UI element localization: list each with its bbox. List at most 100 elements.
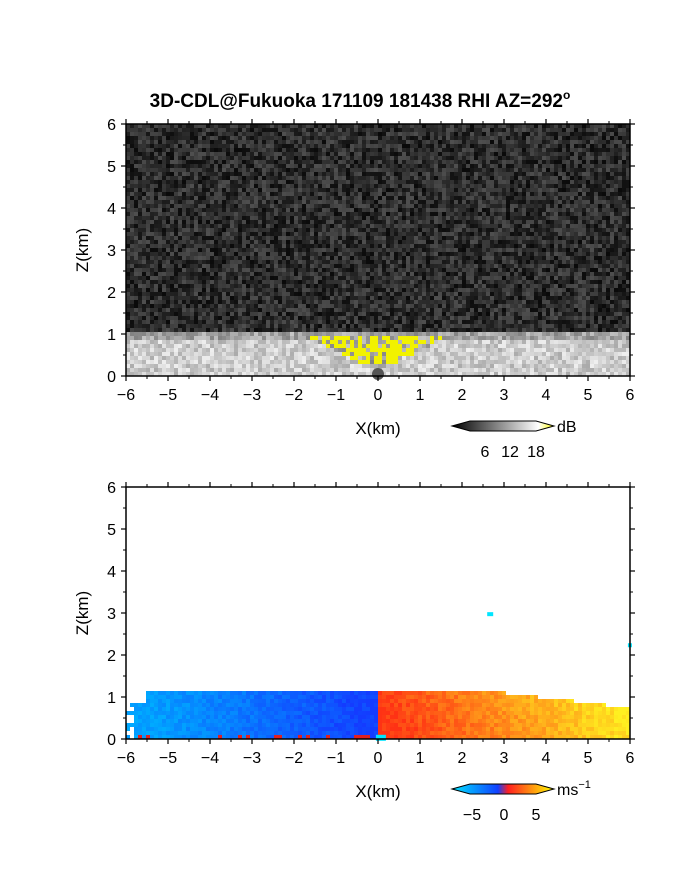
reflectivity-cell xyxy=(350,188,354,192)
reflectivity-cell xyxy=(334,268,338,272)
reflectivity-cell xyxy=(474,156,478,160)
reflectivity-cell xyxy=(498,232,502,236)
reflectivity-cell xyxy=(378,140,382,144)
reflectivity-cell xyxy=(278,152,282,156)
reflectivity-cell xyxy=(446,264,450,268)
reflectivity-cell xyxy=(426,212,430,216)
reflectivity-cell xyxy=(338,132,342,136)
reflectivity-cell xyxy=(394,212,398,216)
reflectivity-cell xyxy=(130,172,134,176)
reflectivity-cell xyxy=(238,160,242,164)
reflectivity-cell xyxy=(354,236,358,240)
reflectivity-cell xyxy=(294,252,298,256)
reflectivity-cell xyxy=(386,144,390,148)
reflectivity-cell xyxy=(338,280,342,284)
reflectivity-cell xyxy=(566,200,570,204)
reflectivity-cell xyxy=(442,280,446,284)
reflectivity-cell xyxy=(358,232,362,236)
reflectivity-cell xyxy=(518,200,522,204)
reflectivity-cell xyxy=(274,172,278,176)
reflectivity-cell xyxy=(602,252,606,256)
reflectivity-cell xyxy=(242,176,246,180)
reflectivity-cell xyxy=(210,184,214,188)
reflectivity-cell xyxy=(550,132,554,136)
reflectivity-cell xyxy=(366,168,370,172)
reflectivity-cell xyxy=(370,192,374,196)
reflectivity-cell xyxy=(614,192,618,196)
reflectivity-cell xyxy=(158,228,162,232)
reflectivity-cell xyxy=(146,272,150,276)
reflectivity-cell xyxy=(470,232,474,236)
reflectivity-cell xyxy=(466,256,470,260)
reflectivity-cell xyxy=(506,164,510,168)
reflectivity-cell xyxy=(202,196,206,200)
reflectivity-cell xyxy=(342,164,346,168)
reflectivity-cell xyxy=(622,272,626,276)
reflectivity-cell xyxy=(598,272,602,276)
reflectivity-cell xyxy=(298,224,302,228)
reflectivity-cell xyxy=(258,132,262,136)
reflectivity-cell xyxy=(378,148,382,152)
reflectivity-cell xyxy=(170,164,174,168)
reflectivity-cell xyxy=(334,184,338,188)
reflectivity-cell xyxy=(550,252,554,256)
reflectivity-cell xyxy=(590,196,594,200)
reflectivity-cell xyxy=(234,128,238,132)
reflectivity-cell xyxy=(162,280,166,284)
reflectivity-cell xyxy=(222,132,226,136)
reflectivity-cell xyxy=(130,204,134,208)
reflectivity-cell xyxy=(586,256,590,260)
reflectivity-cell xyxy=(222,172,226,176)
reflectivity-cell xyxy=(538,144,542,148)
reflectivity-cell xyxy=(442,144,446,148)
reflectivity-cell xyxy=(442,176,446,180)
reflectivity-cell xyxy=(222,224,226,228)
reflectivity-cell xyxy=(346,208,350,212)
reflectivity-cell xyxy=(142,184,146,188)
reflectivity-cell xyxy=(290,128,294,132)
reflectivity-cell xyxy=(602,164,606,168)
reflectivity-cell xyxy=(386,228,390,232)
reflectivity-cell xyxy=(302,256,306,260)
reflectivity-cell xyxy=(278,252,282,256)
reflectivity-cell xyxy=(146,252,150,256)
reflectivity-cell xyxy=(582,128,586,132)
reflectivity-cell xyxy=(242,196,246,200)
reflectivity-cell xyxy=(250,268,254,272)
reflectivity-cell xyxy=(426,248,430,252)
reflectivity-cell xyxy=(550,268,554,272)
reflectivity-cell xyxy=(362,240,366,244)
reflectivity-cell xyxy=(418,188,422,192)
reflectivity-cell xyxy=(522,168,526,172)
reflectivity-cell xyxy=(226,144,230,148)
reflectivity-cell xyxy=(326,208,330,212)
reflectivity-cell xyxy=(442,264,446,268)
reflectivity-cell xyxy=(306,224,310,228)
reflectivity-cell xyxy=(474,128,478,132)
reflectivity-cell xyxy=(414,208,418,212)
reflectivity-cell xyxy=(506,184,510,188)
reflectivity-cell xyxy=(346,148,350,152)
reflectivity-cell xyxy=(562,268,566,272)
reflectivity-cell xyxy=(182,256,186,260)
reflectivity-cell xyxy=(206,244,210,248)
reflectivity-cell xyxy=(142,232,146,236)
reflectivity-cell xyxy=(226,236,230,240)
reflectivity-cell xyxy=(418,132,422,136)
reflectivity-cell xyxy=(442,164,446,168)
reflectivity-cell xyxy=(506,128,510,132)
reflectivity-cell xyxy=(582,136,586,140)
reflectivity-cell xyxy=(566,152,570,156)
reflectivity-cell xyxy=(362,128,366,132)
reflectivity-cell xyxy=(274,144,278,148)
reflectivity-cell xyxy=(594,248,598,252)
reflectivity-cell xyxy=(490,200,494,204)
reflectivity-cell xyxy=(190,152,194,156)
reflectivity-cell xyxy=(402,264,406,268)
reflectivity-cell xyxy=(370,252,374,256)
reflectivity-cell xyxy=(230,264,234,268)
reflectivity-cell xyxy=(170,160,174,164)
reflectivity-cell xyxy=(190,148,194,152)
reflectivity-cell xyxy=(318,248,322,252)
reflectivity-cell xyxy=(610,156,614,160)
